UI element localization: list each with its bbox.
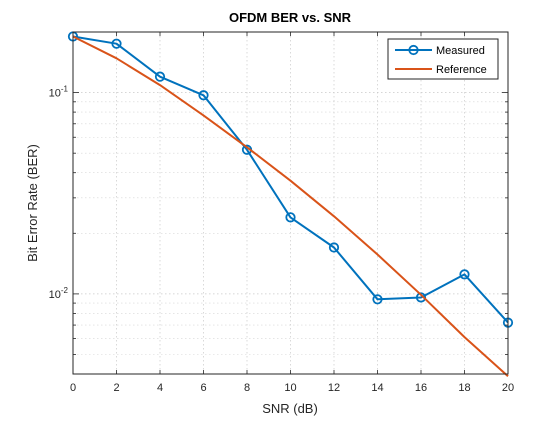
data-point-measured: [154, 71, 166, 82]
axis-ticks: [72, 32, 509, 374]
major-gridlines: [72, 32, 509, 374]
x-tick-label: 20: [502, 382, 514, 394]
x-tick-label: 8: [244, 382, 250, 394]
x-tick-label: 0: [70, 382, 76, 394]
series-line-measured: [72, 35, 509, 324]
data-point-measured: [459, 269, 470, 280]
x-tick-label: 10: [284, 382, 296, 394]
data-point-measured: [328, 242, 340, 253]
series-line-reference: [72, 35, 509, 377]
legend: Measured Reference: [387, 38, 499, 80]
x-tick-label: 12: [328, 382, 340, 394]
legend-box: [387, 38, 499, 80]
legend-marker-measured: [408, 44, 419, 56]
plot-area: [73, 32, 508, 374]
x-tick-label: 14: [371, 382, 383, 394]
x-tick-label: 18: [458, 382, 470, 394]
data-point-measured: [285, 212, 296, 223]
y-axis-label: Bit Error Rate (BER): [25, 144, 40, 262]
chart-title: OFDM BER vs. SNR: [229, 10, 352, 25]
legend-label-measured: Measured: [436, 45, 485, 57]
series-layer: [67, 31, 514, 377]
x-tick-label: 16: [415, 382, 427, 394]
data-point-measured: [111, 38, 122, 49]
data-point-measured: [415, 292, 427, 303]
data-point-measured: [372, 294, 383, 305]
legend-label-reference: Reference: [436, 64, 487, 76]
x-tick-label: 2: [113, 382, 119, 394]
data-point-measured: [198, 90, 209, 101]
x-tick-label: 6: [200, 382, 206, 394]
x-axis-label: SNR (dB): [262, 401, 318, 416]
x-tick-label: 4: [157, 382, 163, 394]
